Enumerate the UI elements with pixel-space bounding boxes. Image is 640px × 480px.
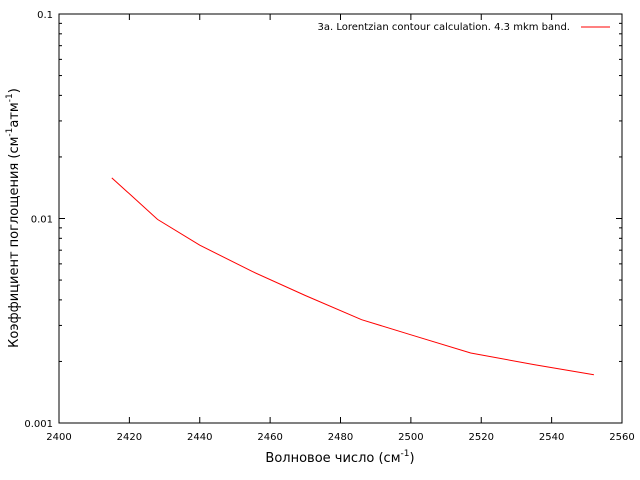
y-axis-label-mid: атм [7, 102, 22, 127]
x-tick-label: 2420 [117, 432, 142, 443]
x-tick-label: 2480 [328, 432, 353, 443]
x-axis-label-superscript: -1 [401, 449, 410, 459]
x-axis-label-end: ) [409, 451, 414, 466]
y-tick-label: 0.001 [24, 419, 53, 430]
series-group [111, 177, 594, 376]
x-axis-label: Волновое число (см-1) [265, 449, 414, 466]
series-line [111, 177, 594, 376]
y-axis-label-end: ) [7, 88, 22, 93]
y-tick-label: 0.01 [31, 215, 53, 226]
y-tick-label: 0.1 [37, 10, 53, 21]
x-tick-label: 2540 [539, 432, 564, 443]
legend: 3a. Lorentzian contour calculation. 4.3 … [318, 22, 610, 33]
y-axis-label-superscript-2: -1 [5, 93, 15, 102]
y-axis-ticks: 0.001 0.01 0.1 [24, 10, 622, 430]
x-axis-ticks: 2400 2420 2440 2460 2480 2500 2520 2540 2560 [46, 14, 635, 443]
plot-frame [58, 13, 623, 424]
y-axis-label: Коэффициент поглощения (см-1атм-1) [5, 88, 22, 348]
x-tick-label: 2440 [187, 432, 212, 443]
x-tick-label: 2500 [398, 432, 423, 443]
x-tick-label: 2520 [469, 432, 494, 443]
x-tick-label: 2400 [46, 432, 71, 443]
x-tick-label: 2560 [609, 432, 634, 443]
x-tick-label: 2460 [257, 432, 282, 443]
legend-label: 3a. Lorentzian contour calculation. 4.3 … [318, 22, 571, 33]
y-axis-label-superscript-1: -1 [5, 128, 15, 137]
